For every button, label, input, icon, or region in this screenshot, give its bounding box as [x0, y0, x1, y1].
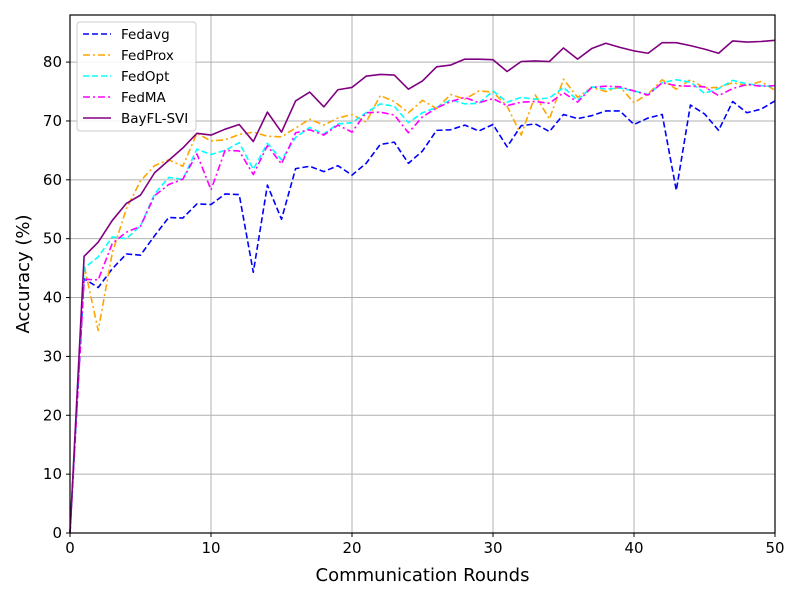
x-tick-label: 20 — [342, 539, 361, 557]
y-tick-label: 10 — [43, 465, 62, 483]
legend-label: Fedavg — [121, 27, 170, 43]
x-tick-label: 0 — [65, 539, 75, 557]
y-tick-label: 50 — [43, 230, 62, 248]
y-tick-label: 0 — [52, 524, 62, 542]
y-tick-label: 30 — [43, 347, 62, 365]
series-line-fedma — [69, 81, 776, 534]
legend-label: FedProx — [121, 48, 174, 64]
x-tick-label: 10 — [201, 539, 220, 557]
legend-box — [76, 21, 197, 132]
series-lines — [69, 39, 776, 534]
series-line-fedavg — [69, 100, 776, 534]
series-line-fedopt — [69, 78, 776, 534]
y-axis-label: Accuracy (%) — [13, 214, 34, 333]
legend-label: FedMA — [121, 90, 167, 106]
y-tick-label: 70 — [43, 112, 62, 130]
legend-label: BayFL-SVI — [121, 111, 188, 127]
y-tick-label: 80 — [43, 53, 62, 71]
x-tick-label: 50 — [765, 539, 784, 557]
legend: Fedavg FedProx FedOpt FedMA BayFL-SVI — [76, 21, 197, 132]
series-line-bayfl-svi — [69, 39, 776, 534]
plot-frame — [69, 14, 776, 534]
x-tick-label: 30 — [483, 539, 502, 557]
y-tick-label: 60 — [43, 171, 62, 189]
x-axis-label: Communication Rounds — [316, 565, 530, 586]
x-tick-label: 40 — [624, 539, 643, 557]
series-line-fedprox — [69, 78, 776, 534]
y-tick-label: 40 — [43, 289, 62, 307]
y-tick-label: 20 — [43, 406, 62, 424]
axis-ticks: 0 10 20 30 40 50 0 10 20 30 40 50 60 70 80 — [43, 53, 785, 557]
legend-label: FedOpt — [121, 69, 169, 85]
